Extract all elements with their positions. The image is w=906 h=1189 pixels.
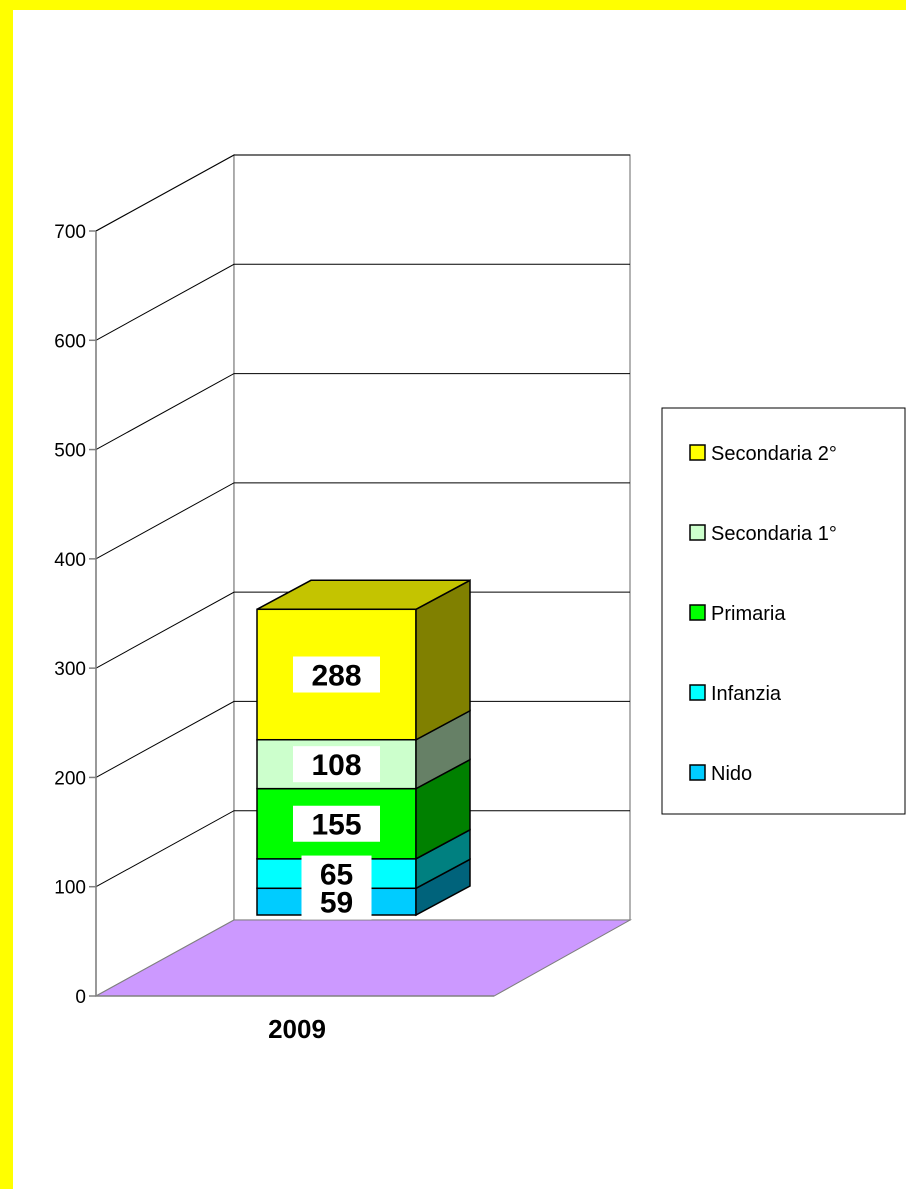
gridline-100 [95, 810, 630, 888]
legend-label-nido: Nido [711, 763, 752, 785]
bar-stack [256, 579, 471, 917]
legend-entry-primaria: Primaria [689, 603, 786, 625]
data-label-primaria: 155 [293, 805, 380, 842]
bar-top-secondaria-2 [256, 579, 471, 611]
data-label-value-nido: 59 [320, 887, 353, 920]
data-label-value-secondaria-2: 288 [311, 660, 361, 693]
legend-swatch-secondaria-2 [689, 444, 706, 461]
legend-entry-secondaria-2: Secondaria 2° [689, 443, 837, 465]
category-label-2009: 2009 [268, 1014, 326, 1044]
gridline-600 [95, 263, 630, 341]
data-label-bg-infanzia [301, 855, 372, 892]
tick-label-300: 300 [54, 659, 86, 680]
value-axis: 0 100 200 300 400 500 600 700 [54, 222, 494, 1008]
data-label-secondaria-2: 288 [293, 656, 380, 693]
legend-label-secondaria-1: Secondaria 1° [711, 523, 837, 545]
legend: Secondaria 2° Secondaria 1° Primaria Infanz… [661, 407, 906, 815]
legend-label-secondaria-2: Secondaria 2° [711, 443, 837, 465]
gridline-300 [95, 591, 630, 669]
gridline-500 [95, 373, 630, 451]
gridline-700 [95, 154, 630, 232]
gridline-200 [95, 700, 630, 778]
gridlines [95, 154, 630, 888]
data-label-value-primaria: 155 [311, 809, 361, 842]
tick-label-0: 0 [75, 987, 86, 1008]
tick-label-100: 100 [54, 878, 86, 899]
legend-label-infanzia: Infanzia [711, 683, 782, 705]
tick-label-500: 500 [54, 441, 86, 462]
legend-swatch-secondaria-1 [689, 524, 706, 541]
legend-entry-nido: Nido [689, 763, 752, 785]
tick-label-200: 200 [54, 768, 86, 789]
data-label-infanzia: 65 [301, 855, 372, 892]
legend-label-primaria: Primaria [711, 603, 786, 625]
side-wall [95, 153, 235, 998]
data-label-value-secondaria-1: 108 [311, 749, 361, 782]
legend-swatch-nido [689, 764, 706, 781]
data-label-value-infanzia: 65 [320, 859, 353, 892]
tick-label-700: 700 [54, 222, 86, 243]
data-label-bg-secondaria-2 [293, 656, 380, 693]
data-label-bg-secondaria-1 [293, 746, 380, 783]
gridline-400 [95, 482, 630, 560]
data-label-bg-primaria [293, 805, 380, 842]
tick-label-600: 600 [54, 331, 86, 352]
bar-segment-secondaria-1 [256, 709, 471, 790]
data-label-secondaria-1: 108 [293, 746, 380, 783]
legend-swatch-infanzia [689, 684, 706, 701]
legend-entry-infanzia: Infanzia [689, 683, 782, 705]
legend-entry-secondaria-1: Secondaria 1° [689, 523, 837, 545]
tick-label-400: 400 [54, 550, 86, 571]
legend-swatch-primaria [689, 604, 706, 621]
